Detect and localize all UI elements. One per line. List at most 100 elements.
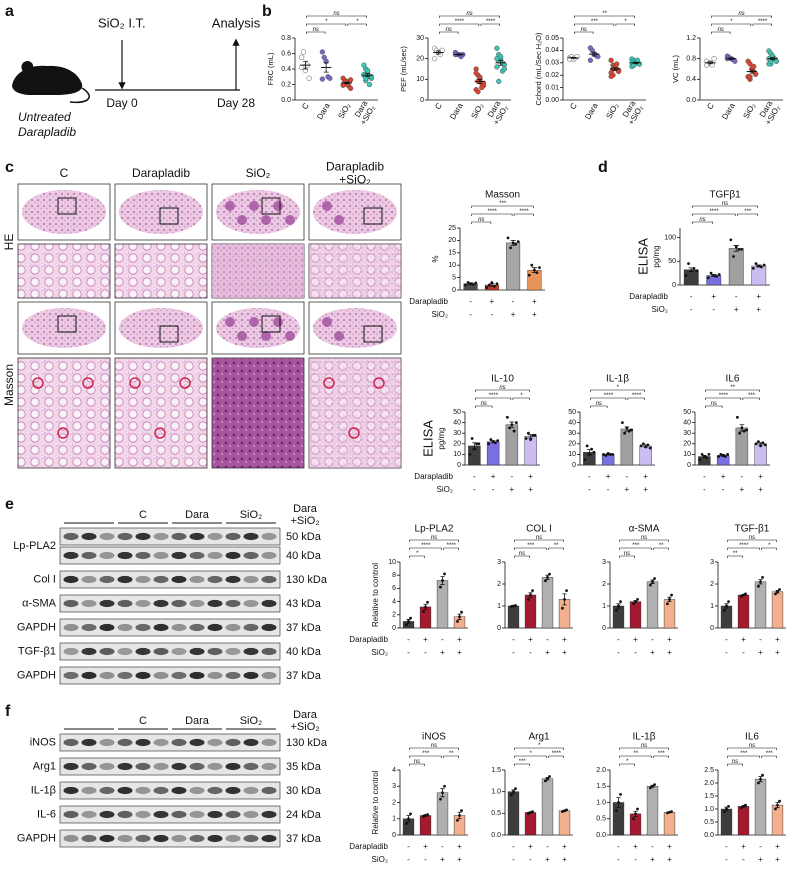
data-point: [439, 797, 442, 801]
error-bar: [406, 619, 411, 624]
significance-label: ns: [536, 535, 542, 541]
blot-band: [117, 623, 133, 632]
data-point: [763, 443, 767, 447]
data-point: [649, 583, 652, 587]
blot-band: [81, 738, 97, 747]
treatment-sign: +: [667, 648, 672, 657]
significance-bracket: [475, 397, 512, 400]
data-point: [583, 458, 587, 462]
treatment-sign: +: [667, 635, 672, 644]
y-axis-title: ELISA: [420, 420, 435, 457]
x-tick-label: Dara+SiO₂: [351, 99, 377, 127]
significance-bracket: [409, 747, 459, 750]
error-bar: [616, 603, 621, 609]
y-tick-label: 2.5: [704, 767, 714, 774]
significance-label: ns: [699, 217, 705, 223]
treatment-name: SiO₂: [437, 485, 453, 494]
bar: [735, 427, 749, 466]
significance-bracket: [512, 397, 530, 400]
blot-band: [225, 623, 241, 632]
data-point: [422, 610, 425, 613]
significance-bracket: [439, 31, 459, 34]
chart-title: COL I: [526, 524, 552, 535]
treatment-sign: +: [562, 648, 567, 657]
data-point: [495, 282, 499, 286]
treatment-sign: -: [473, 472, 476, 481]
treatment-sign: -: [588, 485, 591, 494]
treatment-sign: -: [651, 842, 654, 851]
data-point: [744, 428, 748, 432]
treatment-sign: +: [775, 648, 780, 657]
significance-label: ****: [551, 751, 561, 757]
treatment-sign: -: [712, 305, 715, 314]
band-size: 30 kDa: [286, 785, 322, 797]
error-bar: [616, 797, 621, 808]
data-point: [747, 61, 753, 67]
blot-band: [171, 671, 187, 680]
data-point: [527, 598, 530, 601]
error-bar: [457, 811, 462, 820]
bar: [506, 242, 521, 291]
significance-bracket: [627, 397, 645, 400]
treatment-sign: -: [617, 635, 620, 644]
blot-band: [153, 786, 169, 795]
y-tick-label: 1: [602, 603, 606, 610]
data-point: [602, 453, 606, 456]
blot-band: [225, 834, 241, 843]
y-tick-label: 1.0: [491, 789, 501, 796]
bar: [541, 778, 554, 836]
group-label: Dara +SiO₂: [290, 709, 319, 733]
band-size: 40 kDa: [286, 550, 322, 562]
treatment-sign: +: [758, 855, 763, 864]
error-bar: [468, 282, 474, 286]
data-point: [319, 49, 326, 55]
blot-band: [99, 834, 115, 843]
significance-label: ns: [478, 217, 484, 223]
y-tick-label: 0.0: [704, 832, 714, 839]
bar: [558, 810, 571, 836]
significance-label: ****: [709, 209, 719, 215]
blot-band: [261, 647, 277, 656]
significance-label: ns: [313, 27, 319, 33]
x-tick-label: Dara+SiO₂: [756, 99, 782, 127]
data-point: [473, 70, 479, 76]
data-point: [740, 247, 744, 251]
data-point: [516, 240, 520, 244]
data-point: [754, 442, 758, 446]
treatment-sign: +: [440, 855, 445, 864]
bar: [419, 606, 432, 629]
significance-label: ns: [414, 759, 420, 765]
panel-label: d: [598, 159, 608, 176]
data-point: [629, 428, 633, 432]
chart-title: TGFβ1: [709, 190, 741, 201]
data-point: [505, 415, 509, 419]
significance-label: ns: [581, 27, 587, 33]
error-bar: [728, 57, 734, 60]
significance-bracket: [619, 755, 652, 758]
treatment-sign: +: [423, 635, 428, 644]
blot-band: [261, 532, 277, 541]
inset-box: [159, 207, 179, 225]
significance-bracket: [409, 539, 459, 542]
treatment-sign: +: [457, 648, 462, 657]
error-bar: [435, 50, 441, 55]
significance-label: ****: [718, 393, 728, 399]
blot-band: [81, 532, 97, 541]
blot-band: [207, 575, 223, 584]
data-point: [692, 266, 696, 270]
x-tick-label: C: [705, 101, 716, 111]
significance-bracket: [590, 389, 645, 392]
blot-band: [81, 762, 97, 771]
band-label: Arg1: [33, 760, 56, 772]
group-label: SiO₂: [240, 509, 263, 521]
significance-bracket: [752, 23, 772, 26]
blot-band: [153, 532, 169, 541]
treatment-sign: +: [650, 648, 655, 657]
y-tick-label: 50: [568, 409, 576, 416]
y-tick-label: 20: [448, 237, 456, 244]
blot-band: [117, 762, 133, 771]
inset-box: [57, 197, 77, 215]
micrograph: [114, 357, 208, 469]
x-tick-label: Dara: [720, 101, 737, 121]
treatment-sign: +: [756, 292, 761, 301]
